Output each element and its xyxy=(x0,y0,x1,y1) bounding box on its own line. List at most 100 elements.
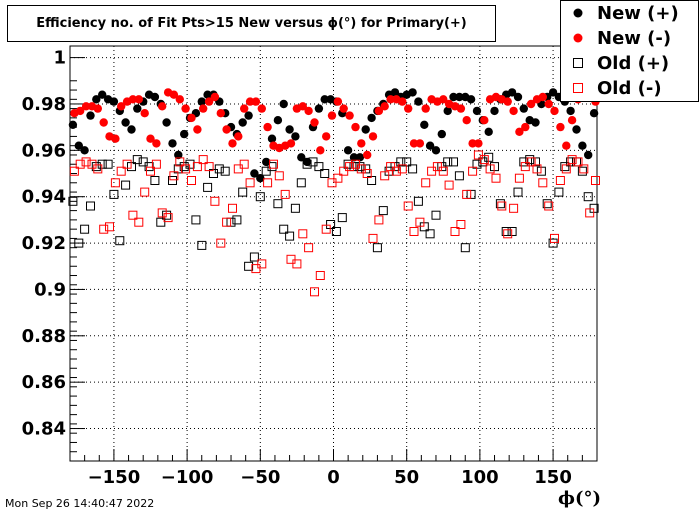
data-point xyxy=(81,102,91,111)
data-point xyxy=(555,176,565,185)
data-point xyxy=(263,122,272,132)
data-point xyxy=(538,178,548,188)
data-point xyxy=(261,166,271,176)
data-point xyxy=(345,111,354,120)
data-point xyxy=(308,157,318,167)
data-point xyxy=(554,187,564,197)
data-point xyxy=(327,178,337,188)
data-point xyxy=(69,166,79,176)
data-point xyxy=(168,176,177,185)
data-point xyxy=(391,166,401,176)
data-point xyxy=(355,153,365,162)
data-point xyxy=(110,178,120,188)
data-point xyxy=(357,139,366,148)
data-point xyxy=(250,169,259,178)
data-point xyxy=(351,159,360,169)
data-point xyxy=(368,233,378,243)
data-point xyxy=(280,189,290,199)
data-point xyxy=(491,173,501,183)
data-point xyxy=(316,146,325,155)
y-tick-label: 0.86 xyxy=(22,372,66,393)
data-point xyxy=(339,104,348,113)
data-point xyxy=(573,157,583,167)
data-point xyxy=(175,95,184,104)
y-axis: 0.84 0.86 0.88 0.9 0.92 0.94 0.96 0.98 1 xyxy=(22,48,85,453)
y-tick-label: 0.94 xyxy=(22,187,66,208)
data-point xyxy=(134,217,144,227)
data-point xyxy=(431,146,441,155)
data-point xyxy=(302,157,312,167)
data-point xyxy=(579,164,589,174)
data-point xyxy=(408,88,417,97)
data-point xyxy=(133,104,142,113)
data-point xyxy=(239,159,249,169)
data-point xyxy=(74,141,84,150)
data-point xyxy=(343,146,353,155)
data-point xyxy=(296,178,306,188)
data-point xyxy=(68,120,78,129)
data-point xyxy=(526,99,536,109)
data-point xyxy=(526,157,536,167)
data-point xyxy=(162,118,171,127)
data-point xyxy=(244,261,254,271)
data-point xyxy=(421,178,431,188)
data-point xyxy=(578,141,587,150)
data-point xyxy=(450,227,460,236)
data-point xyxy=(548,88,558,97)
data-point xyxy=(462,189,472,199)
data-point xyxy=(374,215,384,225)
data-point xyxy=(109,97,119,106)
data-point xyxy=(320,169,330,178)
data-point xyxy=(245,97,255,106)
data-point xyxy=(279,224,289,234)
data-point xyxy=(81,157,91,167)
data-point xyxy=(503,229,513,239)
data-point xyxy=(274,171,284,181)
data-point xyxy=(238,118,247,127)
data-point xyxy=(314,162,324,172)
data-point xyxy=(462,116,471,125)
data-point xyxy=(519,157,529,167)
data-point xyxy=(403,201,413,211)
data-point xyxy=(140,109,149,118)
timestamp: Mon Sep 26 14:40:47 2022 xyxy=(5,497,155,510)
data-point xyxy=(349,153,359,162)
data-point xyxy=(460,243,470,253)
open-square-icon xyxy=(561,76,597,100)
data-point xyxy=(174,150,183,160)
data-point xyxy=(495,199,505,209)
data-point xyxy=(519,104,528,113)
data-point xyxy=(345,162,355,172)
data-point xyxy=(216,238,226,248)
data-point xyxy=(109,189,119,199)
data-point xyxy=(585,208,595,218)
data-point xyxy=(425,141,435,150)
data-point xyxy=(240,104,249,113)
data-point xyxy=(80,224,90,234)
data-point xyxy=(169,171,179,181)
data-point xyxy=(380,171,390,181)
data-point xyxy=(269,159,278,169)
data-point xyxy=(228,139,237,148)
data-point xyxy=(233,164,243,174)
data-point xyxy=(257,104,266,113)
data-point xyxy=(542,199,552,209)
legend-label: Old (+) xyxy=(597,52,670,74)
legend-label: Old (-) xyxy=(597,77,662,99)
data-point xyxy=(157,208,167,218)
data-point xyxy=(421,104,430,113)
data-point xyxy=(169,90,179,99)
data-point xyxy=(521,122,530,132)
data-point xyxy=(127,125,136,134)
grid-lines xyxy=(70,46,597,461)
data-point xyxy=(105,222,114,232)
data-point xyxy=(267,162,277,172)
y-tick-label: 0.96 xyxy=(22,140,66,161)
data-point xyxy=(197,240,207,250)
data-point xyxy=(497,201,507,211)
data-point xyxy=(150,92,160,102)
data-point xyxy=(425,229,435,239)
data-point xyxy=(432,162,442,172)
data-point xyxy=(93,104,103,113)
data-point xyxy=(86,201,95,211)
